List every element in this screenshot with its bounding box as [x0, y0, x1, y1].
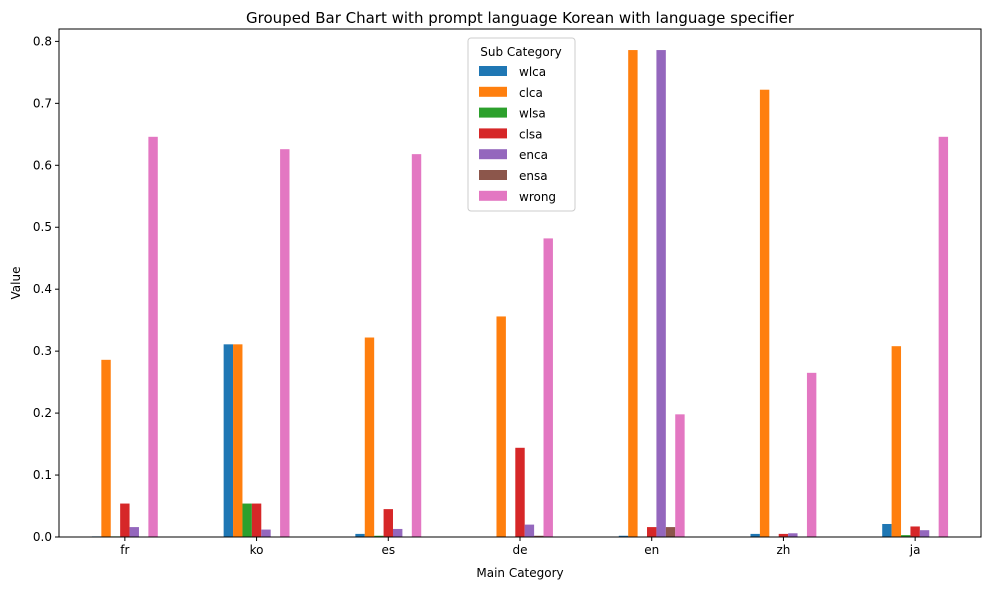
bar-clca-fr — [101, 359, 111, 537]
x-tick-label: fr — [120, 543, 129, 557]
bar-wlca-ko — [223, 344, 234, 537]
bar-clsa-de — [515, 447, 525, 537]
bar-wrong-ko — [280, 149, 290, 537]
legend-label-wlsa: wlsa — [519, 107, 546, 121]
legend-swatch-clca — [479, 86, 507, 97]
bar-wrong-ja — [938, 136, 949, 538]
bar-wlsa-ja — [901, 535, 911, 537]
legend-swatch-ensa — [479, 170, 507, 180]
bar-wrong-fr — [148, 136, 158, 538]
x-axis-label: Main Category — [476, 566, 563, 580]
legend-label-ensa: ensa — [519, 169, 548, 183]
bar-wlca-ja — [882, 523, 892, 537]
y-tick-label: 0.4 — [33, 282, 52, 296]
bar-wlsa-es — [374, 535, 384, 537]
bar-ensa-de — [534, 535, 544, 537]
bar-clsa-ko — [251, 503, 262, 537]
y-tick-label: 0.7 — [33, 96, 52, 110]
bar-wrong-en — [675, 414, 685, 537]
bar-wlca-en — [618, 535, 629, 537]
bar-enca-zh — [788, 533, 798, 537]
x-axis: fr ko es de en zh ja — [120, 537, 920, 557]
bar-enca-en — [656, 50, 666, 538]
y-tick-label: 0.3 — [33, 344, 52, 358]
y-tick-label: 0.1 — [33, 468, 52, 482]
bar-clsa-en — [647, 527, 657, 537]
bar-clsa-es — [383, 509, 393, 537]
bar-clca-es — [364, 337, 375, 537]
bar-wlsa-ko — [242, 503, 252, 537]
bar-clca-ko — [233, 344, 243, 537]
bar-clca-zh — [759, 89, 770, 538]
legend: Sub Category wlca clca wlsa clsa enca ensa wro… — [467, 37, 576, 212]
bar-enca-fr — [129, 527, 139, 537]
legend-label-clsa: clsa — [519, 127, 543, 141]
bar-wrong-es — [411, 154, 422, 537]
bar-enca-ko — [261, 529, 271, 537]
legend-swatch-wlca — [479, 66, 507, 76]
legend-label-wlca: wlca — [519, 65, 546, 79]
y-axis-label: Value — [9, 267, 23, 300]
legend-swatch-wrong — [479, 190, 507, 201]
y-tick-label: 0.6 — [33, 158, 52, 172]
x-tick-label: ja — [909, 543, 921, 557]
bar-enca-de — [524, 524, 535, 537]
legend-title: Sub Category — [480, 45, 561, 59]
bar-wlca-zh — [750, 533, 760, 537]
bar-wrong-zh — [806, 372, 817, 537]
bar-clsa-fr — [120, 503, 130, 537]
x-tick-label: es — [381, 543, 395, 557]
legend-label-clca: clca — [519, 86, 543, 100]
legend-swatch-enca — [479, 149, 507, 160]
y-tick-label: 0.5 — [33, 220, 52, 234]
bar-clca-ja — [891, 346, 902, 537]
x-tick-label: zh — [776, 543, 790, 557]
bar-clsa-ja — [910, 526, 920, 537]
y-axis: 0.0 0.1 0.2 0.3 0.4 0.5 0.6 0.7 0.8 — [33, 34, 59, 544]
legend-label-enca: enca — [519, 148, 548, 162]
bar-wlca-es — [355, 533, 365, 537]
bar-clca-de — [496, 316, 506, 537]
bar-series-group — [91, 50, 949, 538]
legend-frame — [467, 37, 576, 212]
y-tick-label: 0.8 — [33, 34, 52, 48]
bar-wrong-de — [543, 238, 553, 537]
bar-ensa-en — [665, 527, 676, 537]
bar-enca-ja — [919, 530, 930, 537]
bar-clca-en — [628, 50, 638, 538]
legend-swatch-wlsa — [479, 107, 507, 118]
y-tick-label: 0.2 — [33, 406, 52, 420]
y-tick-label: 0.0 — [33, 530, 52, 544]
x-tick-label: en — [644, 543, 659, 557]
x-tick-label: ko — [250, 543, 264, 557]
bar-enca-es — [392, 528, 403, 537]
bar-clsa-zh — [778, 533, 789, 537]
legend-swatch-clsa — [479, 128, 507, 139]
x-tick-label: de — [513, 543, 528, 557]
legend-label-wrong: wrong — [519, 190, 556, 204]
chart-title: Grouped Bar Chart with prompt language K… — [246, 9, 795, 27]
